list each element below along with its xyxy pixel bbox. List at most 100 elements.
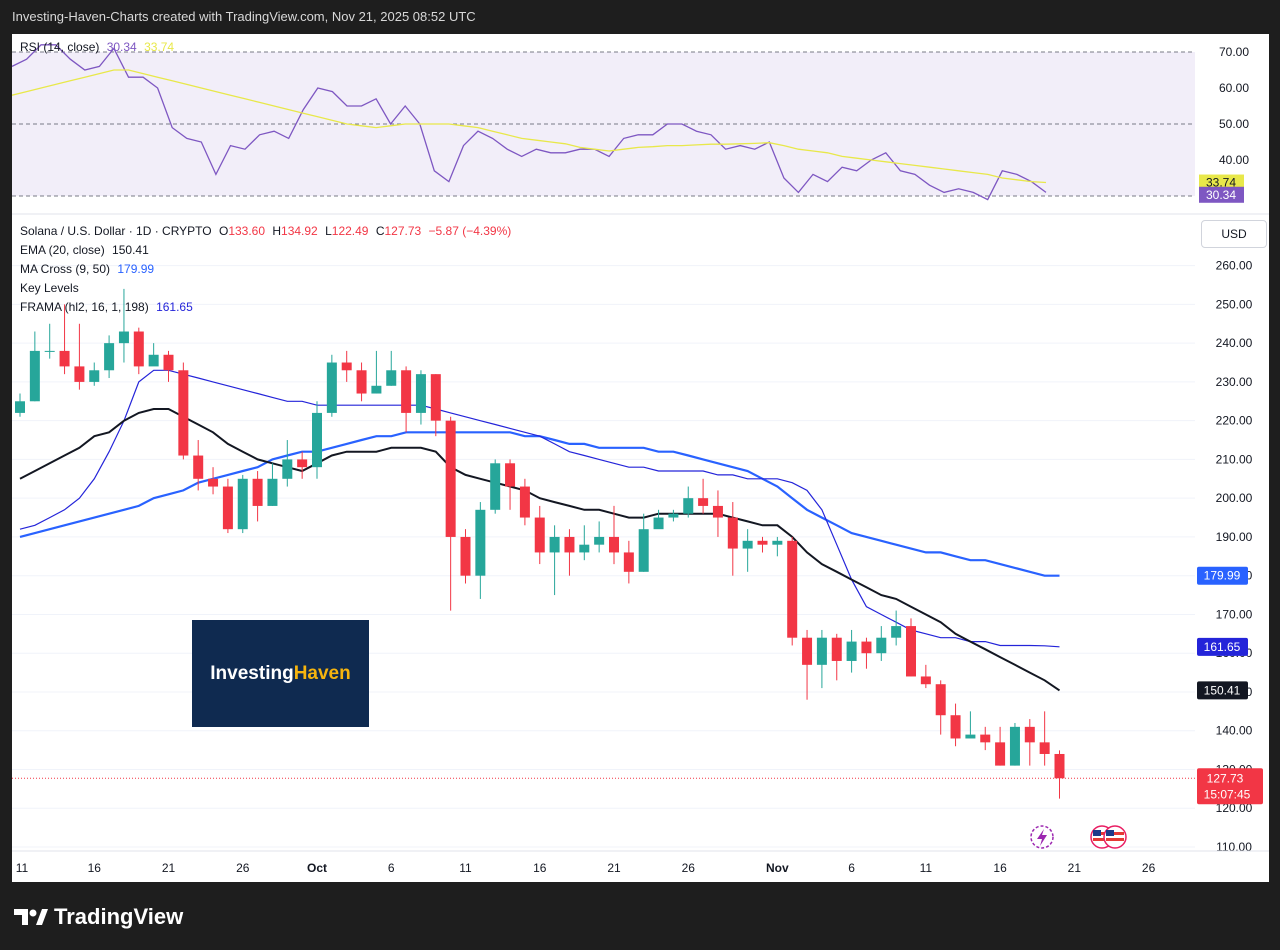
candle-body-69 (1039, 742, 1050, 754)
candle-body-64 (965, 734, 976, 739)
time-axis-label-3: 26 (236, 861, 250, 875)
rsi-axis-tick-60.00: 60.00 (1219, 81, 1249, 95)
frama-line (19, 369, 1060, 648)
chart-canvas[interactable]: 70.0060.0050.0040.0033.7430.34260.00250.… (12, 34, 1269, 882)
candle-body-4 (74, 366, 85, 382)
ma-cross-legend[interactable]: MA Cross (9, 50) 179.99 (20, 262, 154, 276)
candle-body-20 (312, 412, 322, 468)
chart-header-title: Investing-Haven-Charts created with Trad… (12, 9, 476, 24)
candle-body-12 (193, 455, 204, 479)
candle-body-42 (638, 529, 649, 572)
candle-body-32 (490, 463, 501, 510)
candle-body-27 (415, 374, 426, 413)
chart-frame: 70.00 60.00 50.00 40.00 33.74 30.34 260.00 250.… (12, 34, 1269, 882)
time-axis: 11 16 21 26 Oct 6 11 16 21 26 Nov 6 11 16 21 26 (12, 850, 1269, 875)
frama-axis-label: 161.65 (1204, 640, 1241, 654)
candle-body-53 (802, 637, 813, 665)
candle-body-56 (846, 641, 857, 661)
candle-body-30 (460, 536, 471, 576)
candle-body-63 (950, 715, 961, 739)
tradingview-footer: TradingView (14, 904, 183, 930)
ema-line (19, 408, 1061, 692)
frama-legend-value: 161.65 (156, 300, 193, 314)
candle-body-35 (534, 517, 545, 553)
us-flag-events-icon[interactable] (1088, 824, 1132, 852)
ema-legend[interactable]: EMA (20, close) 150.41 (20, 243, 149, 257)
candle-body-31 (475, 509, 486, 576)
candle-body-54 (816, 637, 827, 665)
price-axis-tick-230.00: 230.00 (1216, 375, 1253, 389)
candle-body-23 (356, 370, 367, 394)
countdown-label: 15:07:45 (1204, 787, 1251, 801)
candle-body-55 (831, 637, 842, 661)
ema-axis-label: 150.41 (1204, 683, 1241, 697)
ema-legend-value: 150.41 (112, 243, 149, 257)
candle-body-67 (1009, 726, 1020, 766)
close-label: C (375, 224, 385, 238)
rsi-legend[interactable]: RSI (14, close) 30.34 33.74 (20, 40, 174, 54)
key-levels-legend[interactable]: Key Levels (20, 281, 79, 295)
price-axis-tick-200.00: 200.00 (1216, 491, 1253, 505)
time-axis-label-8: 21 (607, 861, 621, 875)
time-axis-label-14: 21 (1068, 861, 1082, 875)
rsi-pane (12, 44, 1269, 215)
lightning-icon[interactable] (1028, 824, 1058, 852)
candle-body-46 (698, 498, 709, 506)
rsi-line (12, 44, 1047, 201)
candle-body-14 (222, 486, 233, 530)
candle-body-38 (579, 544, 590, 553)
rsi-ma-last-value: 33.74 (1206, 176, 1236, 190)
candle-body-1 (29, 350, 40, 402)
time-axis-label-11: 6 (848, 861, 855, 875)
frama-axis-label-bg (1197, 637, 1248, 656)
candle-body-47 (712, 505, 723, 518)
candle-body-9 (148, 354, 159, 367)
candle-body-70 (1054, 753, 1065, 779)
rsi-axis-tick-40.00: 40.00 (1219, 153, 1249, 167)
time-axis-label-0: 11 (16, 861, 29, 875)
candle-body-45 (683, 498, 694, 514)
last-price-label: 127.73 (1207, 771, 1244, 785)
candle-body-40 (609, 536, 619, 553)
candle-body-61 (920, 676, 931, 685)
candle-body-37 (564, 536, 575, 553)
candle-body-25 (386, 370, 397, 386)
candle-body-57 (861, 641, 872, 654)
time-axis-label-7: 16 (533, 861, 547, 875)
candle-body-24 (371, 385, 382, 394)
price-axis-tick-250.00: 250.00 (1216, 297, 1253, 311)
candle-body-8 (133, 331, 144, 367)
candle-body-34 (519, 486, 530, 518)
key-levels-legend-name: Key Levels (20, 281, 79, 295)
candle-body-15 (237, 478, 248, 530)
ma-cross-legend-name: MA Cross (9, 50) (20, 262, 111, 276)
currency-button[interactable]: USD (1201, 220, 1267, 248)
candle-body-26 (401, 370, 412, 413)
rsi-last-value: 30.34 (1206, 188, 1236, 202)
candle-body-18 (282, 459, 293, 479)
candle-body-29 (445, 420, 456, 537)
rsi-axis-tick-70.00: 70.00 (1219, 45, 1249, 59)
tradingview-brand: TradingView (54, 904, 184, 929)
low-value: 122.49 (331, 224, 369, 238)
price-axis-tick-210.00: 210.00 (1216, 452, 1253, 466)
time-axis-label-12: 11 (920, 861, 933, 875)
frama-legend[interactable]: FRAMA (hl2, 16, 1, 198) 161.65 (20, 300, 193, 314)
time-axis-label-1: 16 (88, 861, 102, 875)
price-axis-tick-120.00: 120.00 (1216, 801, 1253, 815)
ema-legend-name: EMA (20, close) (20, 243, 105, 257)
candle-body-10 (163, 354, 174, 371)
candle-body-6 (104, 343, 115, 371)
rsi-legend-value: 30.34 (106, 40, 137, 54)
price-axis-tick-220.00: 220.00 (1216, 414, 1253, 428)
rsi-legend-ma-value: 33.74 (144, 40, 175, 54)
candle-body-44 (668, 513, 679, 518)
candle-body-22 (341, 362, 352, 371)
investinghaven-logo: Investing Haven (192, 620, 369, 727)
price-pane (12, 265, 1195, 848)
candle-body-58 (876, 637, 887, 654)
open-value: 133.60 (228, 224, 266, 238)
symbol-legend[interactable]: Solana / U.S. Dollar · 1D · CRYPTO O133.… (20, 224, 511, 238)
candle-body-66 (995, 742, 1006, 766)
